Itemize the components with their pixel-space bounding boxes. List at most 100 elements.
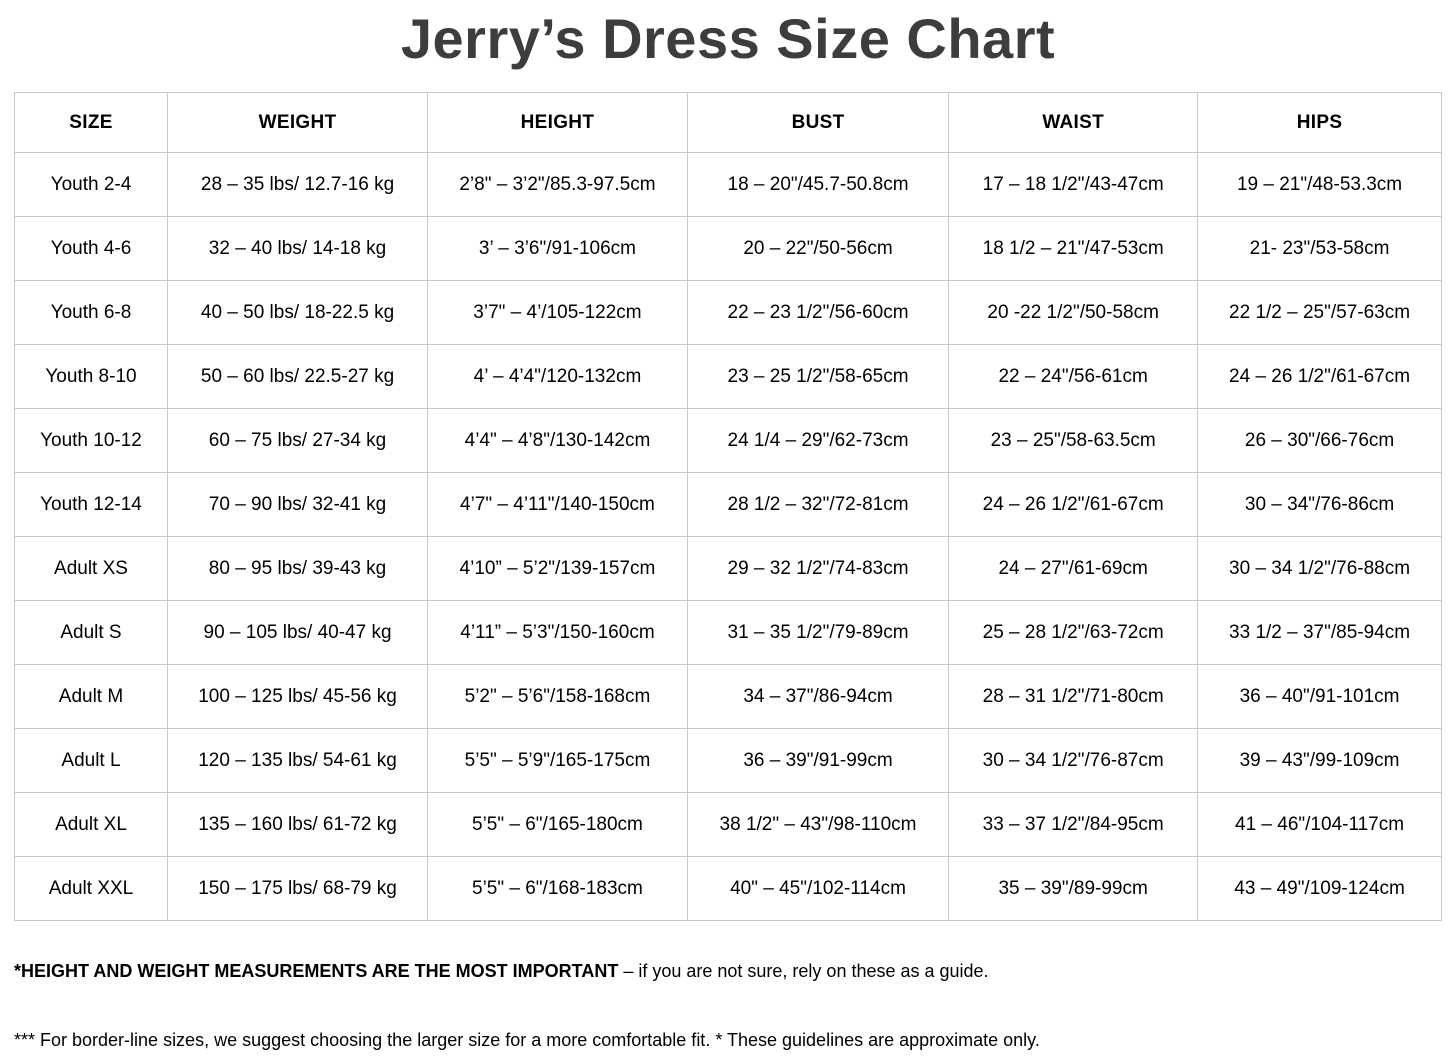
table-cell: 24 – 26 1/2"/61-67cm [1197, 344, 1442, 409]
table-cell: Adult XS [14, 536, 168, 601]
table-row: Adult XXL 150 – 175 lbs/ 68-79 kg 5’5" – 6… [14, 856, 1442, 921]
table-cell: 39 – 43"/99-109cm [1197, 728, 1442, 793]
table-cell: 17 – 18 1/2"/43-47cm [948, 152, 1199, 217]
table-cell: 5’5" – 6"/168-183cm [427, 856, 688, 921]
table-cell: 3’ – 3’6"/91-106cm [427, 216, 688, 281]
table-cell: 31 – 35 1/2"/79-89cm [686, 600, 950, 665]
table-row: Adult M 100 – 125 lbs/ 45-56 kg 5’2" – 5’6… [14, 664, 1442, 729]
table-cell: 26 – 30"/66-76cm [1197, 408, 1442, 473]
table-cell: 43 – 49"/109-124cm [1197, 856, 1442, 921]
size-table-body: Youth 2-4 28 – 35 lbs/ 12.7-16 kg 2’8" – 3… [14, 152, 1442, 921]
table-cell: 41 – 46"/104-117cm [1197, 792, 1442, 857]
table-cell: 24 – 27"/61-69cm [948, 536, 1199, 601]
table-cell: 24 1/4 – 29"/62-73cm [686, 408, 950, 473]
table-cell: 4’10” – 5’2"/139-157cm [427, 536, 688, 601]
table-cell: 20 -22 1/2"/50-58cm [948, 280, 1199, 345]
table-row: Youth 4-6 32 – 40 lbs/ 14-18 kg 3’ – 3’6"/… [14, 216, 1442, 281]
table-cell: 90 – 105 lbs/ 40-47 kg [166, 600, 429, 665]
table-cell: 33 1/2 – 37"/85-94cm [1197, 600, 1442, 665]
table-cell: 36 – 40"/91-101cm [1197, 664, 1442, 729]
table-cell: 25 – 28 1/2"/63-72cm [948, 600, 1199, 665]
footnotes: *HEIGHT AND WEIGHT MEASUREMENTS ARE THE … [14, 961, 1442, 1051]
table-cell: 22 1/2 – 25"/57-63cm [1197, 280, 1442, 345]
table-cell: Adult XL [14, 792, 168, 857]
table-cell: 4’11” – 5’3"/150-160cm [427, 600, 688, 665]
table-cell: Youth 2-4 [14, 152, 168, 217]
table-cell: Adult XXL [14, 856, 168, 921]
table-cell: 22 – 24"/56-61cm [948, 344, 1199, 409]
table-cell: 4’7" – 4’11"/140-150cm [427, 472, 688, 537]
table-cell: 100 – 125 lbs/ 45-56 kg [166, 664, 429, 729]
table-cell: 22 – 23 1/2"/56-60cm [686, 280, 950, 345]
table-cell: 120 – 135 lbs/ 54-61 kg [166, 728, 429, 793]
table-row: Adult L 120 – 135 lbs/ 54-61 kg 5’5" – 5’9… [14, 728, 1442, 793]
table-cell: 21- 23"/53-58cm [1197, 216, 1442, 281]
table-cell: 80 – 95 lbs/ 39-43 kg [166, 536, 429, 601]
table-cell: 60 – 75 lbs/ 27-34 kg [166, 408, 429, 473]
table-cell: Youth 12-14 [14, 472, 168, 537]
table-cell: 28 – 31 1/2"/71-80cm [948, 664, 1199, 729]
table-cell: 28 1/2 – 32"/72-81cm [686, 472, 950, 537]
table-cell: 33 – 37 1/2"/84-95cm [948, 792, 1199, 857]
table-cell: 23 – 25"/58-63.5cm [948, 408, 1199, 473]
table-cell: 32 – 40 lbs/ 14-18 kg [166, 216, 429, 281]
table-cell: 36 – 39"/91-99cm [686, 728, 950, 793]
size-chart-page: Jerry’s Dress Size Chart SIZE WEIGHT HEIGH… [0, 6, 1456, 1058]
table-cell: 5’5" – 5’9"/165-175cm [427, 728, 688, 793]
table-cell: 18 1/2 – 21"/47-53cm [948, 216, 1199, 281]
header-row: SIZE WEIGHT HEIGHT BUST WAIST HIPS [14, 92, 1442, 153]
note-borderline-sizes: *** For border-line sizes, we suggest ch… [14, 1029, 1040, 1050]
table-cell: Youth 8-10 [14, 344, 168, 409]
table-cell: 34 – 37"/86-94cm [686, 664, 950, 729]
table-cell: 3’7" – 4’/105-122cm [427, 280, 688, 345]
table-cell: 4’ – 4’4"/120-132cm [427, 344, 688, 409]
note-height-weight: *HEIGHT AND WEIGHT MEASUREMENTS ARE THE … [14, 961, 1442, 983]
table-row: Youth 12-14 70 – 90 lbs/ 32-41 kg 4’7" – 4… [14, 472, 1442, 537]
table-row: Youth 2-4 28 – 35 lbs/ 12.7-16 kg 2’8" – 3… [14, 152, 1442, 217]
table-cell: 38 1/2" – 43"/98-110cm [686, 792, 950, 857]
table-row: Youth 10-12 60 – 75 lbs/ 27-34 kg 4’4" – 4… [14, 408, 1442, 473]
column-header-size: SIZE [14, 92, 168, 153]
table-cell: Adult L [14, 728, 168, 793]
table-cell: 40 – 50 lbs/ 18-22.5 kg [166, 280, 429, 345]
table-cell: 5’2" – 5’6"/158-168cm [427, 664, 688, 729]
table-row: Youth 8-10 50 – 60 lbs/ 22.5-27 kg 4’ – 4’… [14, 344, 1442, 409]
table-cell: 70 – 90 lbs/ 32-41 kg [166, 472, 429, 537]
column-header-height: HEIGHT [427, 92, 688, 153]
page-title: Jerry’s Dress Size Chart [400, 7, 1056, 70]
table-cell: 24 – 26 1/2"/61-67cm [948, 472, 1199, 537]
column-header-bust: BUST [686, 92, 950, 153]
table-cell: 30 – 34"/76-86cm [1197, 472, 1442, 537]
table-cell: 20 – 22"/50-56cm [686, 216, 950, 281]
table-cell: 150 – 175 lbs/ 68-79 kg [166, 856, 429, 921]
table-cell: Youth 10-12 [14, 408, 168, 473]
table-cell: 40" – 45"/102-114cm [686, 856, 950, 921]
column-header-waist: WAIST [948, 92, 1199, 153]
table-cell: 30 – 34 1/2"/76-88cm [1197, 536, 1442, 601]
table-cell: 50 – 60 lbs/ 22.5-27 kg [166, 344, 429, 409]
table-cell: 29 – 32 1/2"/74-83cm [686, 536, 950, 601]
table-cell: Adult M [14, 664, 168, 729]
column-header-weight: WEIGHT [166, 92, 429, 153]
table-cell: 28 – 35 lbs/ 12.7-16 kg [166, 152, 429, 217]
note-height-weight-bold: *HEIGHT AND WEIGHT MEASUREMENTS ARE THE … [14, 961, 619, 981]
table-cell: 23 – 25 1/2"/58-65cm [686, 344, 950, 409]
table-row: Adult XS 80 – 95 lbs/ 39-43 kg 4’10” – 5’2… [14, 536, 1442, 601]
table-row: Youth 6-8 40 – 50 lbs/ 18-22.5 kg 3’7" – 4… [14, 280, 1442, 345]
table-cell: 2’8" – 3’2"/85.3-97.5cm [427, 152, 688, 217]
table-cell: 5’5" – 6"/165-180cm [427, 792, 688, 857]
column-header-hips: HIPS [1197, 92, 1442, 153]
table-cell: 4’4" – 4’8"/130-142cm [427, 408, 688, 473]
table-cell: 30 – 34 1/2"/76-87cm [948, 728, 1199, 793]
table-cell: 35 – 39"/89-99cm [948, 856, 1199, 921]
table-cell: 135 – 160 lbs/ 61-72 kg [166, 792, 429, 857]
table-cell: Youth 6-8 [14, 280, 168, 345]
note-height-weight-rest: – if you are not sure, rely on these as … [618, 961, 989, 981]
table-row: Adult S 90 – 105 lbs/ 40-47 kg 4’11” – 5’3… [14, 600, 1442, 665]
table-cell: 19 – 21"/48-53.3cm [1197, 152, 1442, 217]
size-table: SIZE WEIGHT HEIGHT BUST WAIST HIPS Youth 2-4 2… [14, 92, 1442, 921]
table-cell: 18 – 20"/45.7-50.8cm [686, 152, 950, 217]
size-table-header: SIZE WEIGHT HEIGHT BUST WAIST HIPS [14, 92, 1442, 153]
table-cell: Adult S [14, 600, 168, 665]
table-cell: Youth 4-6 [14, 216, 168, 281]
